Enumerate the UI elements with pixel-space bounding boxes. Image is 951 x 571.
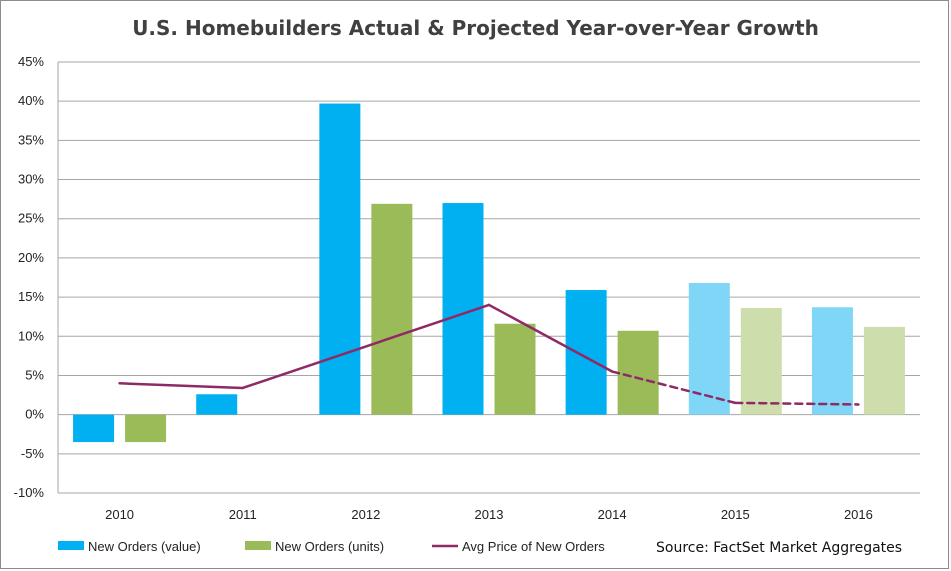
price-line-segment (487, 303, 614, 373)
y-tick-label: -10% (14, 485, 45, 500)
legend-label: New Orders (value) (88, 539, 201, 554)
chart-title: U.S. Homebuilders Actual & Projected Yea… (132, 16, 819, 40)
y-tick-label: 5% (25, 367, 44, 382)
x-tick-label: 2013 (475, 507, 504, 522)
y-tick-label: 45% (18, 54, 44, 69)
bar-value (565, 290, 607, 415)
price-line-segment (118, 382, 244, 390)
bars (73, 103, 905, 443)
legend-label: New Orders (units) (275, 539, 384, 554)
bar-value (319, 103, 361, 415)
price-line-projected-segment (734, 401, 860, 406)
x-tick-label: 2015 (721, 507, 750, 522)
x-tick-label: 2011 (229, 507, 257, 522)
y-tick-label: 15% (18, 289, 44, 304)
legend-swatch (58, 541, 84, 550)
y-tick-label: 35% (18, 132, 44, 147)
bar-value (811, 307, 853, 415)
x-axis-ticks: 2010 2011 2012 2013 2014 2015 2016 (105, 507, 873, 522)
gridlines (57, 61, 920, 494)
bar-value (196, 394, 238, 415)
legend: New Orders (value) New Orders (units) Avg … (58, 539, 605, 554)
y-tick-label: 10% (18, 328, 44, 343)
price-line-segment (241, 303, 491, 390)
y-axis-ticks: 45% 40% 35% 30% 25% 20% 15% 10% 5% 0% -5% -10% (14, 54, 45, 500)
price-line (118, 303, 860, 406)
x-tick-label: 2014 (598, 507, 627, 522)
y-tick-label: 30% (18, 172, 44, 187)
bar-value (73, 414, 115, 443)
y-tick-label: 0% (25, 407, 44, 422)
price-line-projected-segment (610, 370, 737, 405)
bar-value (688, 282, 730, 415)
y-tick-label: 40% (18, 93, 44, 108)
bar-units (617, 330, 659, 415)
y-tick-label: -5% (21, 446, 45, 461)
y-tick-label: 25% (18, 211, 44, 226)
bar-units (740, 308, 782, 415)
legend-swatch (245, 541, 271, 550)
y-tick-label: 20% (18, 250, 44, 265)
source-note: Source: FactSet Market Aggregates (656, 540, 902, 556)
bar-units (125, 414, 167, 443)
x-tick-label: 2016 (844, 507, 873, 522)
bar-units (371, 203, 413, 415)
x-tick-label: 2010 (105, 507, 134, 522)
bar-units (863, 326, 905, 415)
x-tick-label: 2012 (351, 507, 380, 522)
legend-label: Avg Price of New Orders (462, 539, 605, 554)
bar-units (494, 323, 536, 415)
